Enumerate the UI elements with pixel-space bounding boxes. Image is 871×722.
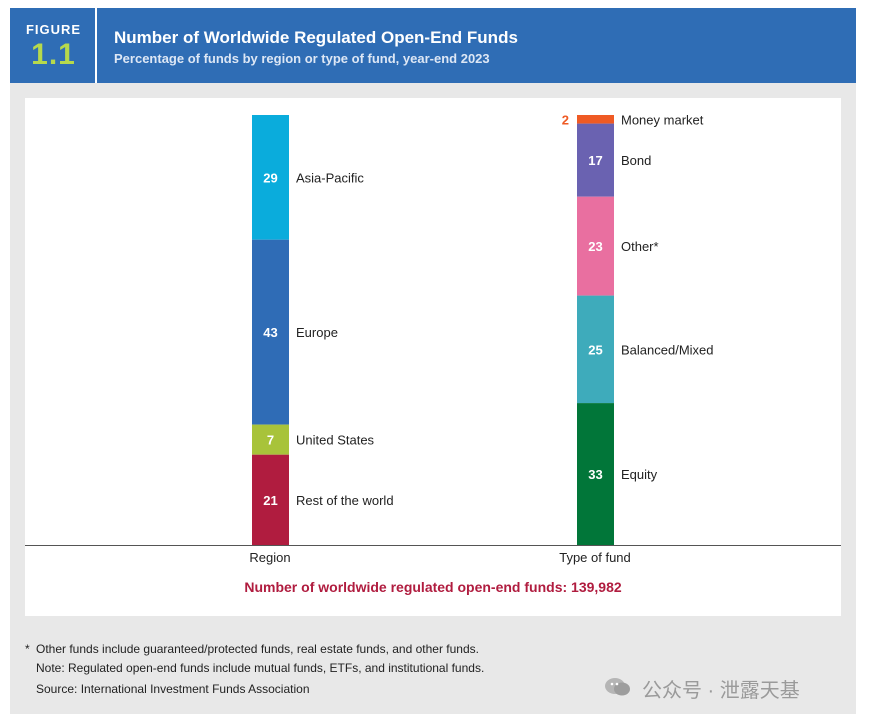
segment-label-asia-pacific: Asia-Pacific	[296, 170, 364, 185]
figure-number: 1.1	[31, 38, 76, 71]
stacked-bar-chart: 29 Asia-Pacific 43 Europe 7 United States 21 Re…	[25, 112, 841, 595]
bar-segment-europe	[252, 239, 289, 425]
value-label-equity: 33	[588, 467, 602, 482]
segment-label-europe: Europe	[296, 325, 338, 340]
bar-segment-balanced-mixed	[577, 295, 614, 404]
segment-label-balanced-mixed: Balanced/Mixed	[621, 342, 714, 357]
footnote-note: Note: Regulated open-end funds include m…	[36, 661, 485, 675]
total-funds-label: Number of worldwide regulated open-end f…	[244, 579, 621, 595]
segment-label-other: Other*	[621, 239, 659, 254]
segment-label-equity: Equity	[621, 467, 658, 482]
value-label-rest-of-the-world: 21	[263, 493, 277, 508]
bar-segment-other	[577, 196, 614, 296]
figure-header	[10, 8, 856, 83]
segment-label-rest-of-the-world: Rest of the world	[296, 493, 394, 508]
value-label-money-market: 2	[562, 112, 569, 127]
chart-panel: 29 Asia-Pacific 43 Europe 7 United States 21 Re…	[25, 98, 841, 616]
value-label-bond: 17	[588, 153, 602, 168]
value-label-europe: 43	[263, 325, 277, 340]
category-label-type-of-fund: Type of fund	[559, 550, 631, 565]
value-label-united-states: 7	[267, 433, 274, 448]
chart-subtitle: Percentage of funds by region or type of…	[114, 51, 490, 66]
value-label-asia-pacific: 29	[263, 170, 277, 185]
bar-segment-bond	[577, 123, 614, 197]
bar-segment-united-states	[252, 424, 289, 455]
segment-label-money-market: Money market	[621, 112, 704, 127]
bar-segment-asia-pacific	[252, 115, 289, 240]
figure-number-box: FIGURE 1.1	[10, 8, 97, 83]
footnote-asterisk: *	[25, 642, 30, 656]
segment-label-bond: Bond	[621, 153, 651, 168]
footnote-source: Source: International Investment Funds A…	[36, 682, 310, 696]
watermark-text: 公众号 · 泄露天基	[642, 680, 800, 702]
value-label-balanced-mixed: 25	[588, 342, 602, 357]
footnote-other-funds: Other funds include guaranteed/protected…	[36, 642, 479, 656]
segment-label-united-states: United States	[296, 433, 375, 448]
wechat-icon	[605, 678, 630, 696]
value-label-other: 23	[588, 239, 602, 254]
chart-title: Number of Worldwide Regulated Open-End F…	[114, 28, 518, 47]
figure-label: FIGURE	[25, 22, 82, 37]
bar-segment-rest-of-the-world	[252, 454, 289, 545]
bar-segment-equity	[577, 403, 614, 545]
bar-segment-money-market	[577, 115, 614, 124]
category-label-region: Region	[249, 550, 290, 565]
